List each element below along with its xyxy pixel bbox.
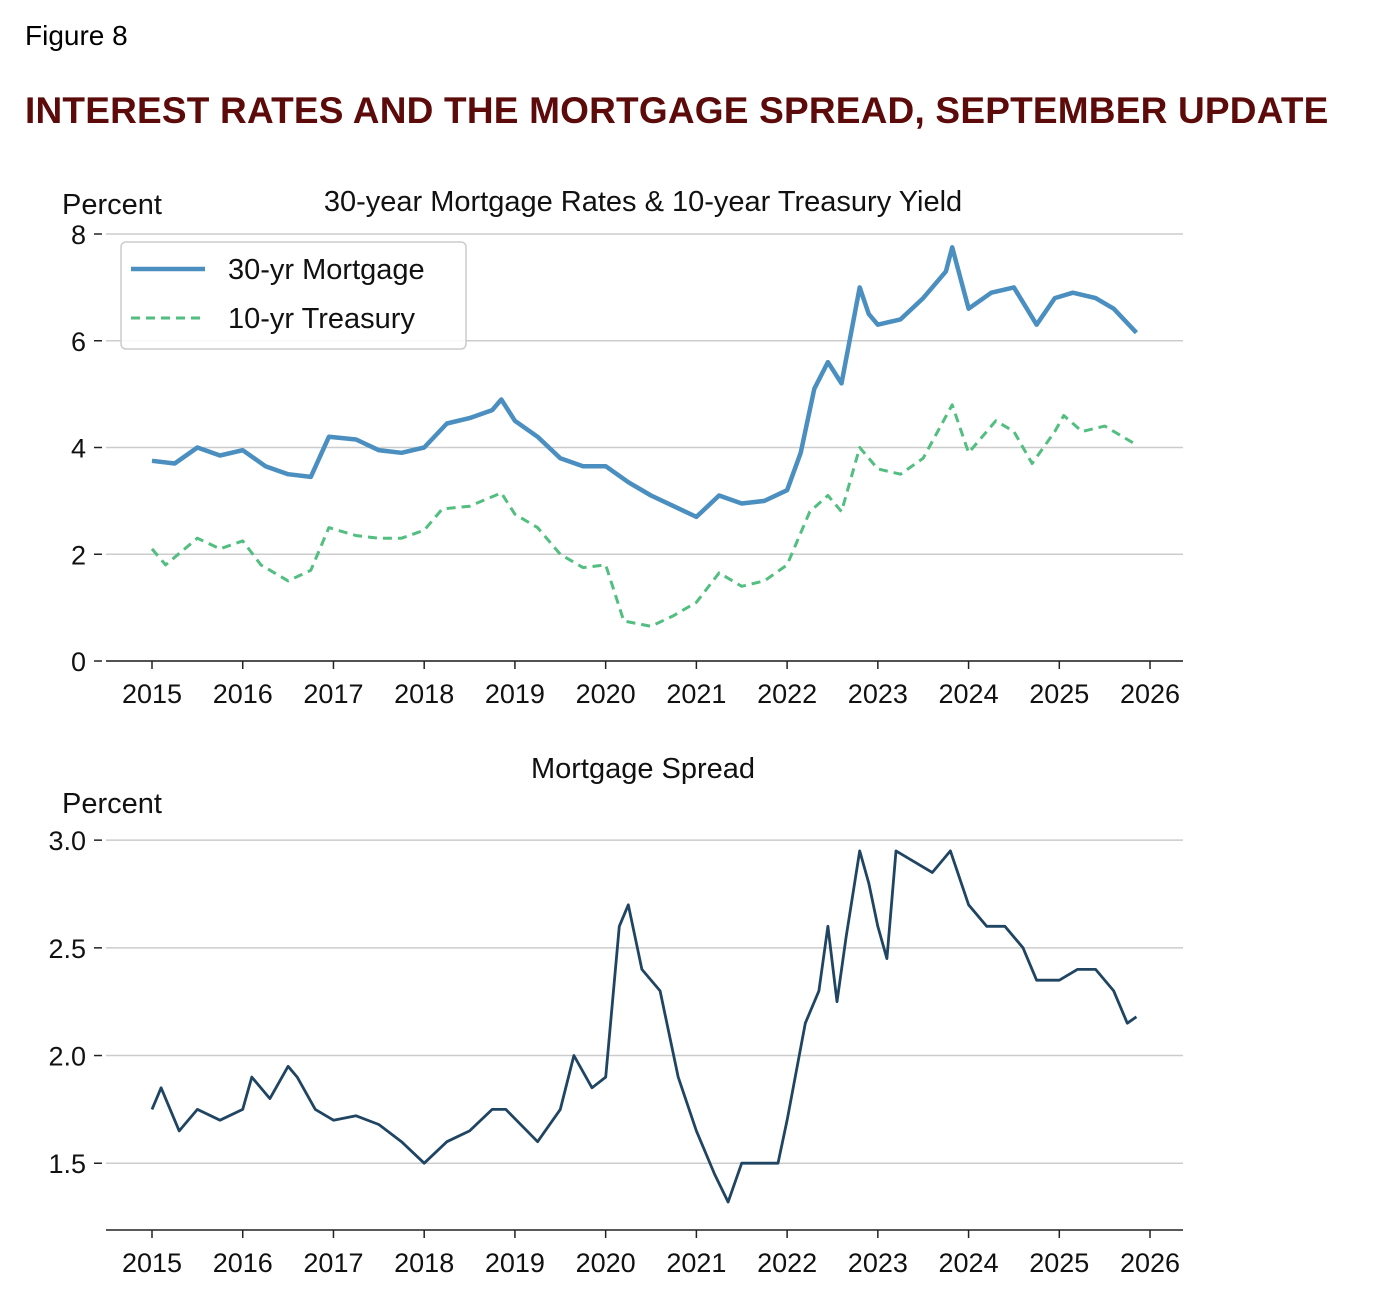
- y-tick-label: 2: [71, 540, 86, 570]
- x-tick-label: 2016: [213, 679, 273, 709]
- x-tick-label: 2020: [576, 679, 636, 709]
- y-tick-label: 2.5: [48, 934, 86, 964]
- x-tick-label: 2019: [485, 679, 545, 709]
- x-tick-label: 2019: [485, 1248, 545, 1278]
- y-tick-label: 1.5: [48, 1149, 86, 1179]
- x-tick-label: 2017: [303, 679, 363, 709]
- x-tick-label: 2017: [303, 1248, 363, 1278]
- x-tick-label: 2026: [1120, 679, 1180, 709]
- x-tick-label: 2021: [666, 679, 726, 709]
- x-tick-label: 2026: [1120, 1248, 1180, 1278]
- series-line-spread: [150, 849, 1138, 1204]
- top-chart-title: 30-year Mortgage Rates & 10-year Treasur…: [324, 186, 962, 218]
- y-tick-label: 2.0: [48, 1042, 86, 1072]
- legend-label: 10-yr Treasury: [228, 303, 415, 335]
- series-line-30-yr-mortgage: [151, 245, 1139, 520]
- y-tick-label: 0: [71, 647, 86, 677]
- figure-title: INTEREST RATES AND THE MORTGAGE SPREAD, …: [25, 90, 1329, 131]
- x-tick-label: 2018: [394, 1248, 454, 1278]
- x-tick-label: 2018: [394, 679, 454, 709]
- x-tick-label: 2023: [848, 1248, 908, 1278]
- bottom-ylabel: Percent: [62, 788, 162, 820]
- x-tick-label: 2021: [666, 1248, 726, 1278]
- legend-label: 30-yr Mortgage: [228, 254, 425, 286]
- x-tick-label: 2022: [757, 1248, 817, 1278]
- x-tick-label: 2016: [213, 1248, 273, 1278]
- x-tick-label: 2015: [122, 679, 182, 709]
- y-tick-label: 3.0: [48, 826, 86, 856]
- x-tick-label: 2023: [848, 679, 908, 709]
- y-tick-label: 4: [71, 434, 86, 464]
- x-tick-label: 2025: [1029, 1248, 1089, 1278]
- x-tick-label: 2015: [122, 1248, 182, 1278]
- series-line-10-yr-treasury: [150, 403, 1138, 628]
- x-tick-label: 2025: [1029, 679, 1089, 709]
- figure-label: Figure 8: [25, 20, 128, 51]
- y-tick-label: 8: [71, 220, 86, 250]
- x-tick-label: 2024: [939, 1248, 999, 1278]
- bottom-chart-title: Mortgage Spread: [531, 753, 755, 785]
- x-tick-label: 2022: [757, 679, 817, 709]
- legend-box: [120, 241, 467, 350]
- x-tick-label: 2024: [939, 679, 999, 709]
- top-ylabel: Percent: [62, 189, 162, 221]
- x-tick-label: 2020: [576, 1248, 636, 1278]
- y-tick-label: 6: [71, 327, 86, 357]
